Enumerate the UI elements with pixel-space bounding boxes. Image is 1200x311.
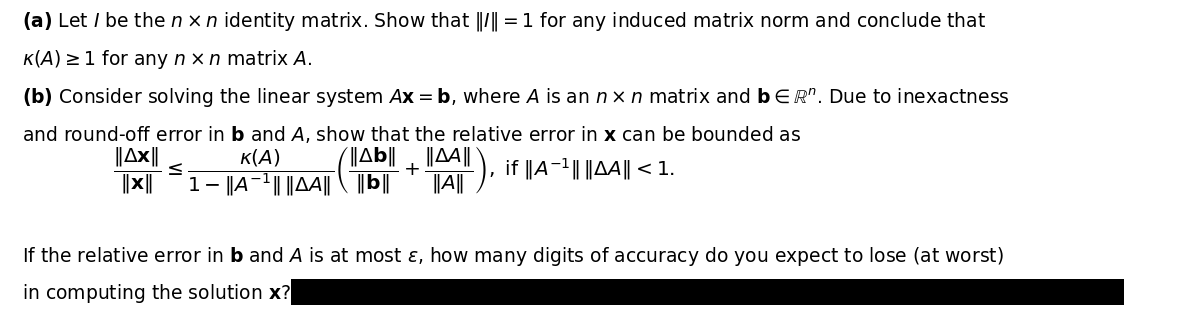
- Text: and round-off error in $\mathbf{b}$ and $A$, show that the relative error in $\m: and round-off error in $\mathbf{b}$ and …: [22, 124, 800, 145]
- Text: $\dfrac{\|\Delta \mathbf{x}\|}{\|\mathbf{x}\|} \leq \dfrac{\kappa(A)}{1 - \|A^{-: $\dfrac{\|\Delta \mathbf{x}\|}{\|\mathbf…: [113, 144, 676, 198]
- Text: $\mathbf{(b)}$ Consider solving the linear system $A\mathbf{x} = \mathbf{b}$, wh: $\mathbf{(b)}$ Consider solving the line…: [22, 86, 1009, 110]
- Bar: [292, 279, 1124, 304]
- Text: If the relative error in $\mathbf{b}$ and $A$ is at most $\epsilon$, how many di: If the relative error in $\mathbf{b}$ an…: [22, 245, 1003, 268]
- Text: in computing the solution $\mathbf{x}$?: in computing the solution $\mathbf{x}$?: [22, 282, 290, 305]
- Text: $\kappa(A) \geq 1$ for any $n \times n$ matrix $A$.: $\kappa(A) \geq 1$ for any $n \times n$ …: [22, 49, 312, 72]
- Text: $\mathbf{(a)}$ Let $I$ be the $n \times n$ identity matrix. Show that $\|I\| = 1: $\mathbf{(a)}$ Let $I$ be the $n \times …: [22, 11, 985, 34]
